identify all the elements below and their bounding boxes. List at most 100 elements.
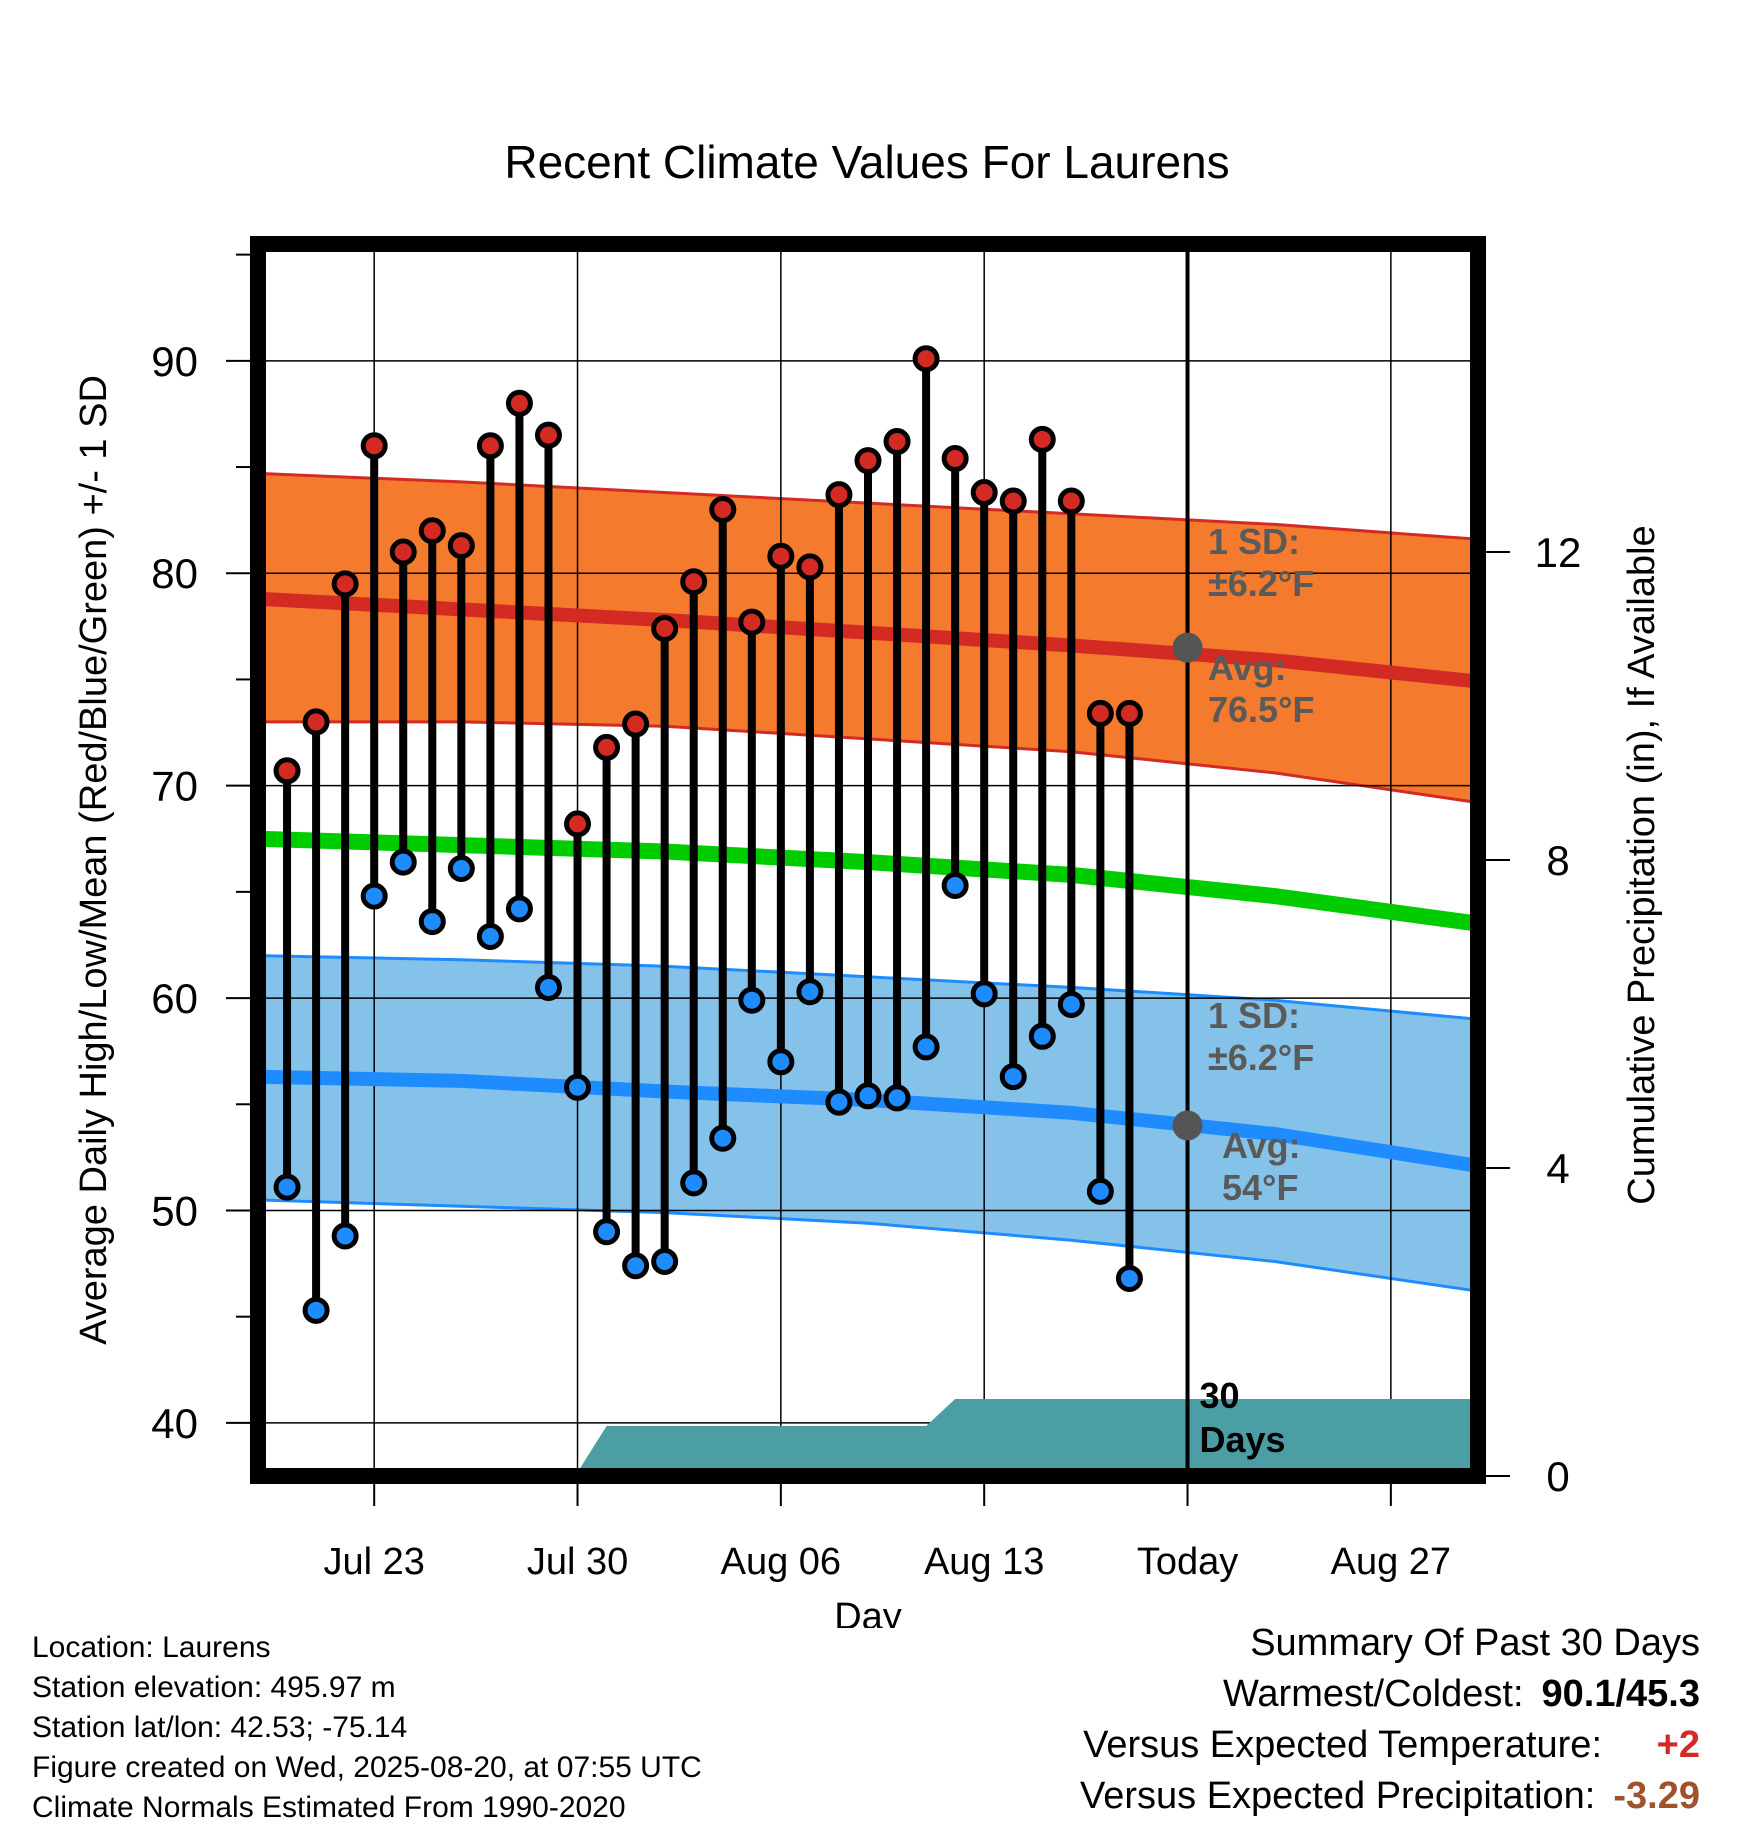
summary-title: Summary Of Past 30 Days (1250, 1622, 1700, 1664)
y-tick-label: 60 (151, 975, 198, 1022)
low-temp-point (476, 922, 504, 950)
high-temp-point (767, 542, 795, 570)
high-temp-point (680, 568, 708, 596)
today-label-part: Days (1200, 1419, 1286, 1460)
low-temp-point (302, 1296, 330, 1324)
warmest-label: Warmest/Coldest: (1222, 1673, 1524, 1715)
low-temp-point (447, 854, 475, 882)
temp-value: +2 (1656, 1724, 1700, 1766)
high-temp-point (389, 538, 417, 566)
low-sd-band-lower-edge (257, 1198, 1479, 1293)
high-temp-point (709, 496, 737, 524)
high-avg-label: Avg: (1208, 647, 1287, 688)
normals-text: Climate Normals Estimated From 1990-2020 (32, 1791, 626, 1824)
warmest-value: 90.1/45.3 (1541, 1673, 1700, 1715)
low-temp-point (796, 978, 824, 1006)
x-tick-label: Today (1137, 1541, 1238, 1583)
high-temp-point (912, 345, 940, 373)
high-temp-point (360, 432, 388, 460)
high-temp-point (418, 517, 446, 545)
high-temp-point (622, 710, 650, 738)
summary-warmest-row: Warmest/Coldest: 90.1/45.3 (1080, 1669, 1700, 1720)
x-axis-label: Day (834, 1596, 902, 1628)
high-temp-point (505, 389, 533, 417)
low-temp-point (418, 908, 446, 936)
high-temp-point (476, 432, 504, 460)
plot-frame (250, 236, 1486, 1484)
low-temp-point (970, 980, 998, 1008)
precip-area (258, 1399, 1478, 1476)
low-temp-point (360, 882, 388, 910)
summary-panel: Summary Of Past 30 Days Warmest/Coldest:… (1080, 1618, 1700, 1822)
high-temp-point (854, 447, 882, 475)
temp-label: Versus Expected Temperature: (1083, 1724, 1602, 1766)
high-temp-point (883, 428, 911, 456)
low-temp-point (593, 1218, 621, 1246)
location-text: Location: Laurens (32, 1631, 271, 1664)
low-temp-point (273, 1173, 301, 1201)
low-temp-point (1028, 1022, 1056, 1050)
high-temp-point (1086, 699, 1114, 727)
low-temp-point (941, 871, 969, 899)
high-temp-point (564, 810, 592, 838)
x-tick-label: Aug 06 (721, 1541, 841, 1583)
high-temp-point (331, 570, 359, 598)
high-avg-today-marker (1172, 632, 1203, 663)
summary-temp-row: Versus Expected Temperature: +2 (1080, 1720, 1700, 1771)
low-temp-point (709, 1124, 737, 1152)
low-temp-point (1057, 990, 1085, 1018)
elevation-text: Station elevation: 495.97 m (32, 1671, 396, 1704)
high-temp-point (447, 532, 475, 560)
low-temp-point (505, 895, 533, 923)
high-temp-point (825, 481, 853, 509)
low-temp-point (622, 1252, 650, 1280)
latlon-text: Station lat/lon: 42.53; -75.14 (32, 1711, 408, 1744)
high-temp-point (651, 614, 679, 642)
chart-title: Recent Climate Values For Laurens (504, 136, 1229, 188)
y-tick-label: 80 (151, 550, 198, 597)
low-temp-point (680, 1169, 708, 1197)
low-avg-label: Avg: (1222, 1125, 1301, 1166)
created-text: Figure created on Wed, 2025-08-20, at 07… (32, 1751, 702, 1784)
x-tick-label: Aug 27 (1331, 1541, 1451, 1583)
low-temp-point (651, 1247, 679, 1275)
low-temp-point (883, 1084, 911, 1112)
high-temp-point (970, 479, 998, 507)
y-tick-label: 70 (151, 763, 198, 810)
low-temp-point (854, 1082, 882, 1110)
high-temp-point (302, 708, 330, 736)
high-temp-point (738, 608, 766, 636)
high-sd-value: ±6.2°F (1208, 563, 1314, 604)
y2-tick-label: 8 (1546, 837, 1569, 884)
high-temp-point (1115, 699, 1143, 727)
x-tick-label: Jul 23 (323, 1541, 424, 1583)
today-label-part: 30 (1200, 1375, 1240, 1416)
low-temp-point (999, 1063, 1027, 1091)
low-temp-point (564, 1073, 592, 1101)
high-temp-point (273, 757, 301, 785)
y-tick-label: 50 (151, 1187, 198, 1234)
low-temp-point (738, 986, 766, 1014)
low-temp-point (767, 1048, 795, 1076)
low-avg-value: 54°F (1222, 1167, 1298, 1208)
high-temp-point (534, 421, 562, 449)
x-tick-label: Jul 30 (527, 1541, 628, 1583)
high-sd-label: 1 SD: (1208, 521, 1300, 562)
y-tick-label: 40 (151, 1400, 198, 1447)
high-temp-point (1057, 487, 1085, 515)
y2-tick-label: 0 (1546, 1453, 1569, 1500)
low-sd-label: 1 SD: (1208, 995, 1300, 1036)
low-temp-point (1086, 1177, 1114, 1205)
low-sd-value: ±6.2°F (1208, 1037, 1314, 1078)
precip-value: -3.29 (1613, 1775, 1700, 1817)
low-temp-point (534, 973, 562, 1001)
high-temp-point (941, 445, 969, 473)
high-temp-point (796, 553, 824, 581)
low-temp-point (331, 1222, 359, 1250)
y2-tick-label: 12 (1535, 529, 1582, 576)
y-tick-label: 90 (151, 338, 198, 385)
y2-axis-label: Cumulative Precipitation (in), If Availa… (1621, 525, 1663, 1204)
y2-tick-label: 4 (1546, 1145, 1569, 1192)
today-label: 30 Days (1200, 1375, 1286, 1460)
